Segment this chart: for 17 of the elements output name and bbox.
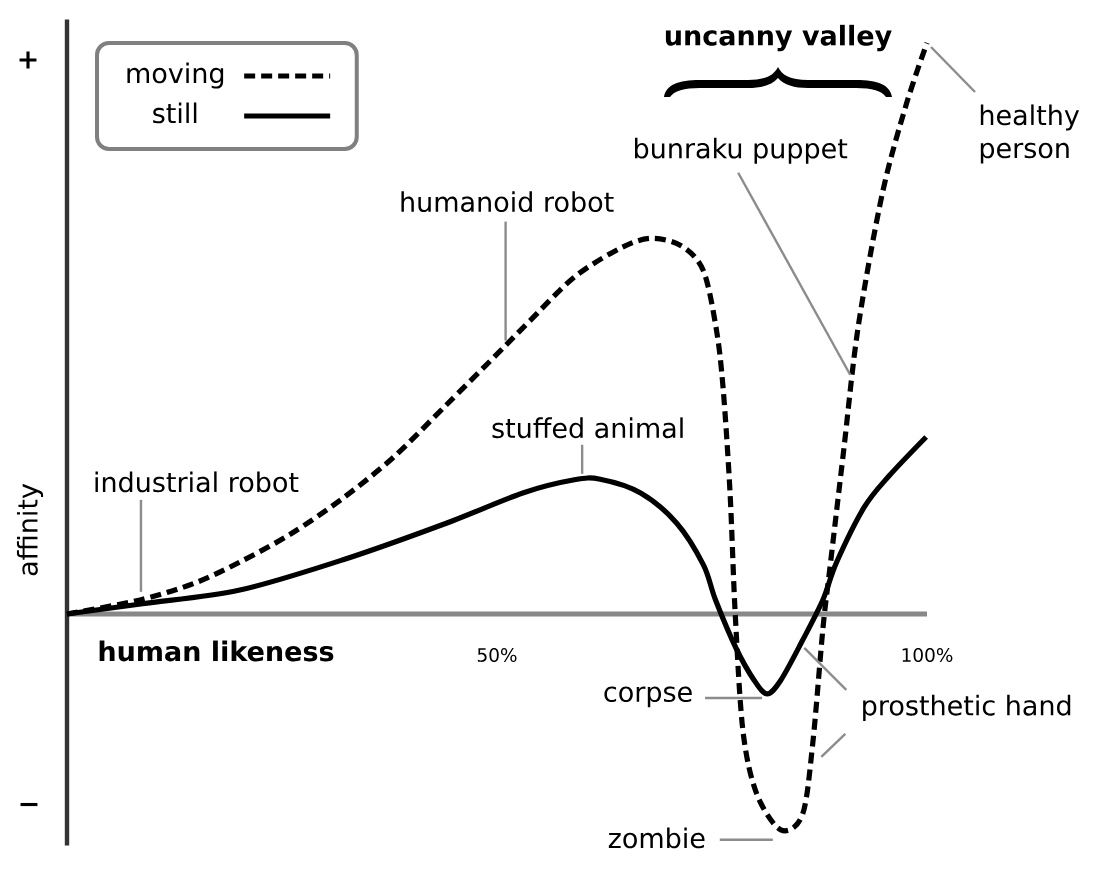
annotation: corpse <box>604 686 692 708</box>
y-axis-title: affinity <box>16 483 44 576</box>
annotation: humanoid robot <box>401 191 614 213</box>
annotation: bunraku puppet <box>635 137 848 164</box>
annotation: uncanny valley <box>665 24 892 52</box>
x-axis-title: human likeness <box>99 640 334 662</box>
annotation: healthy person <box>980 104 1080 164</box>
annotation: stuffed animal <box>492 417 683 439</box>
legend-label: still <box>153 102 197 124</box>
annotation: industrial robot <box>95 471 299 493</box>
annotation: zombie <box>608 827 705 849</box>
text: − <box>20 802 38 807</box>
legend-label: moving <box>127 62 224 89</box>
x-tick-label: 100% <box>902 647 953 662</box>
annotation: prosthetic hand <box>863 694 1071 721</box>
text: + <box>19 51 37 69</box>
x-tick-label: 50% <box>477 647 517 662</box>
